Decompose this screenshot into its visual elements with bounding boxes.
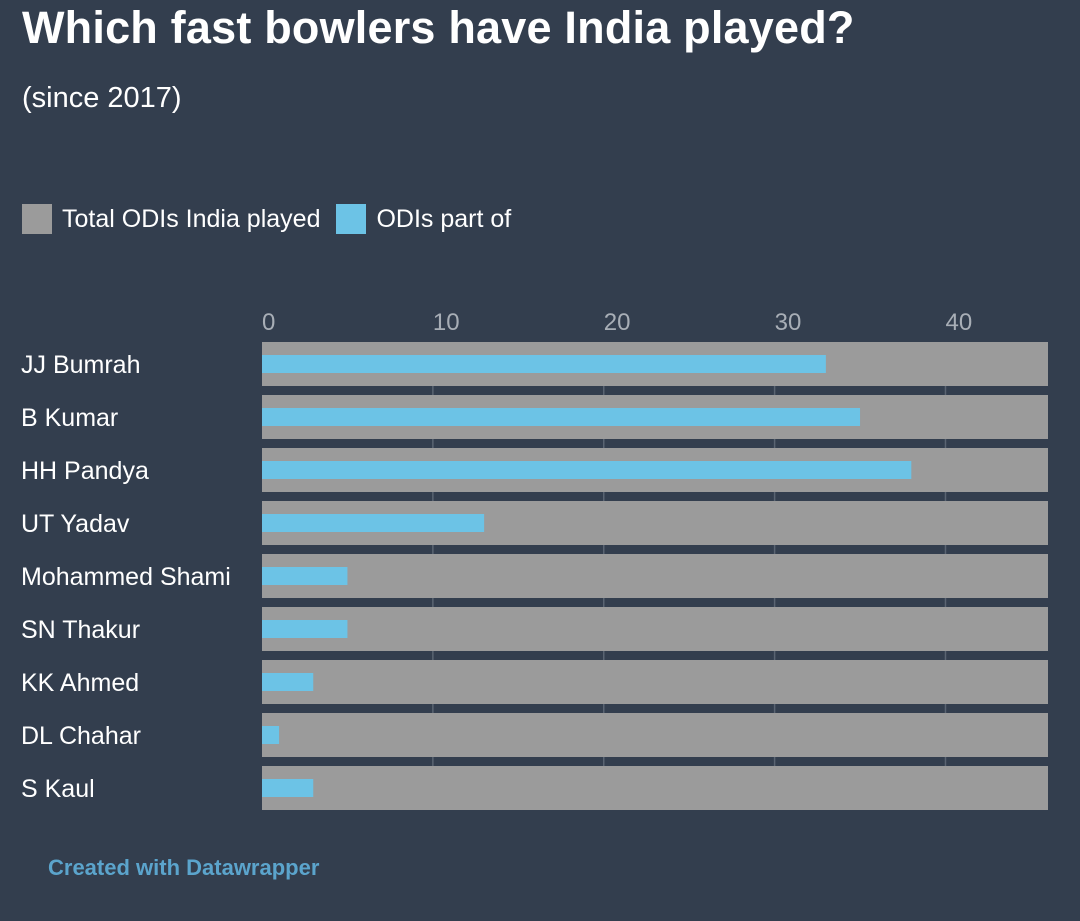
x-tick-label: 20 <box>604 309 631 336</box>
bar-part <box>262 673 314 691</box>
bar-part <box>262 461 912 479</box>
category-label: UT Yadav <box>21 510 130 538</box>
legend-label-total: Total ODIs India played <box>62 204 321 233</box>
bar-total <box>262 554 1048 598</box>
bar-total <box>262 607 1048 651</box>
bar-part <box>262 567 348 585</box>
legend: Total ODIs India played ODIs part of <box>22 204 527 234</box>
category-label: JJ Bumrah <box>21 351 140 379</box>
bar-total <box>262 713 1048 757</box>
bar-part <box>262 620 348 638</box>
chart-subtitle: (since 2017) <box>22 82 182 114</box>
legend-swatch-total <box>22 204 52 234</box>
x-tick-label: 10 <box>433 309 460 336</box>
legend-item-part: ODIs part of <box>336 204 511 234</box>
bar-total <box>262 660 1048 704</box>
bar-total <box>262 766 1048 810</box>
category-label: S Kaul <box>21 775 95 803</box>
bar-part <box>262 408 861 426</box>
category-label: Mohammed Shami <box>21 563 231 591</box>
x-tick-label: 0 <box>262 309 275 336</box>
bar-part <box>262 355 826 373</box>
category-label: KK Ahmed <box>21 669 139 697</box>
chart-title: Which fast bowlers have India played? <box>22 2 855 53</box>
bar-part <box>262 779 314 797</box>
bar-part <box>262 514 485 532</box>
category-label: HH Pandya <box>21 457 149 485</box>
x-tick-label: 40 <box>945 309 972 336</box>
datawrapper-credit-link[interactable]: Created with Datawrapper <box>48 855 320 880</box>
bar-part <box>262 726 280 744</box>
category-label: SN Thakur <box>21 616 140 644</box>
x-tick-label: 30 <box>775 309 802 336</box>
legend-swatch-part <box>336 204 367 234</box>
category-label: DL Chahar <box>21 722 141 750</box>
category-label: B Kumar <box>21 404 118 432</box>
legend-label-part: ODIs part of <box>376 204 512 233</box>
legend-item-total: Total ODIs India played <box>22 204 320 234</box>
